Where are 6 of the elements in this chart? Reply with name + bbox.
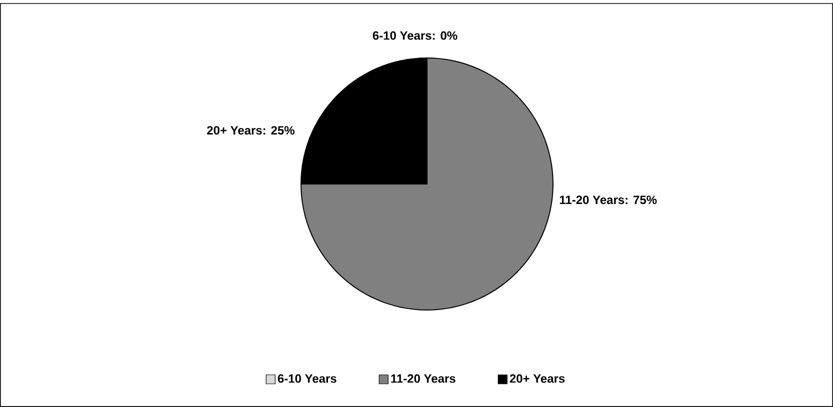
legend-label: 6-10 Years [278,374,336,383]
data-label: 20+ Years: 25% [207,126,294,135]
legend-label: 11-20 Years [391,374,456,383]
data-label: 11-20 Years: 75% [560,196,657,204]
text: 6-10 Years: 0% [372,31,458,40]
legend-label: 20+ Years [510,374,565,383]
